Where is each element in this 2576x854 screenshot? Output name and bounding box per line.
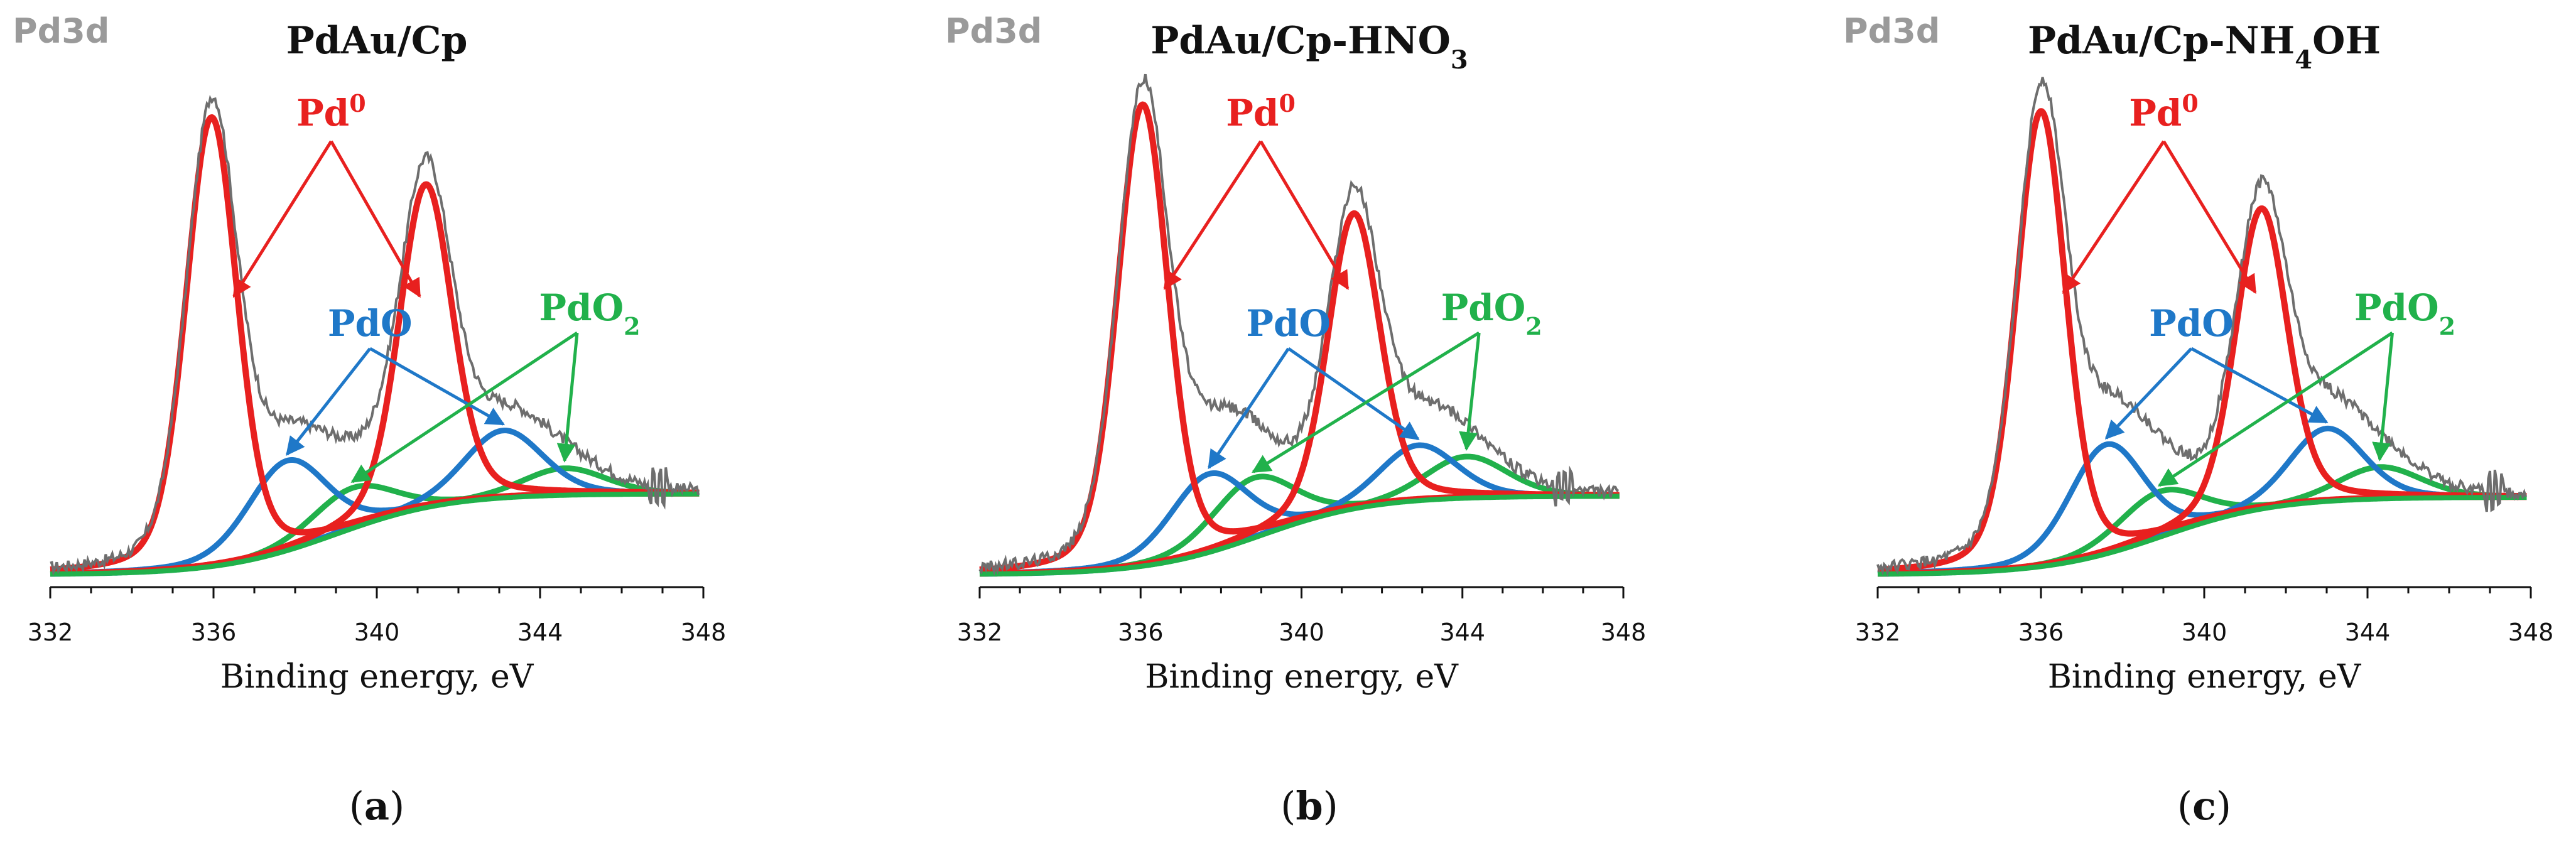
pdo2-arrow (1252, 331, 1480, 473)
pdo-component-line (978, 442, 1621, 577)
x-axis-title: Binding energy, eV (220, 658, 534, 696)
chart-panel: 332 336 340 344 348 Binding energy, eV Pd3d PdA… (1843, 11, 2553, 829)
pdo2-annotation: PdO2 (1441, 286, 1542, 340)
panel-letter-label: (c) (2177, 783, 2231, 829)
chart-panel: 332 336 340 344 348 Binding energy, eV Pd3d PdA… (13, 11, 726, 829)
x-tick-label: 336 (191, 619, 237, 646)
pdo-arrow (1208, 347, 1290, 470)
pd0-arrow (2062, 140, 2165, 294)
pdo-arrow (1287, 347, 1420, 441)
pdo-arrow (286, 347, 372, 457)
pdo-arrow (2190, 347, 2329, 424)
pdo2-arrow (2157, 331, 2393, 487)
pdo-arrow (369, 347, 506, 426)
pdo2-annotation: PdO2 (539, 286, 640, 340)
pdo-annotation: PdO (328, 302, 413, 345)
pdo2-arrow (350, 331, 578, 484)
x-tick-label: 336 (2018, 619, 2064, 646)
background-line (48, 491, 701, 577)
panel-letter-label: (a) (349, 783, 405, 829)
panel-title: PdAu/Cp (286, 19, 468, 63)
pdo2-arrow (1459, 332, 1481, 451)
x-tick-label: 348 (2508, 619, 2554, 646)
x-tick-label: 332 (957, 619, 1003, 646)
x-tick-label: 348 (1601, 619, 1647, 646)
pdo2-arrow (2372, 332, 2394, 462)
element-label: Pd3d (13, 11, 109, 51)
element-label: Pd3d (945, 11, 1042, 51)
pd0-annotation: Pd0 (1226, 89, 1296, 135)
pd0-arrow (1259, 140, 1350, 290)
x-tick-label: 332 (28, 619, 73, 646)
x-tick-label: 332 (1855, 619, 1901, 646)
panel-title: PdAu/Cp-NH4OH (2028, 19, 2381, 75)
pd0-arrow (1163, 140, 1262, 290)
experimental-spectrum-line (50, 94, 700, 576)
pd0-arrow (2162, 140, 2257, 295)
x-tick-label: 340 (1279, 619, 1324, 646)
x-tick-label: 344 (2345, 619, 2391, 646)
background-line (978, 494, 1621, 577)
panel-letter-label: (b) (1280, 783, 1338, 829)
pdo2-annotation: PdO2 (2354, 286, 2455, 340)
x-tick-label: 340 (2182, 619, 2227, 646)
x-tick-label: 348 (681, 619, 727, 646)
background-line (1876, 495, 2528, 577)
x-axis-title: Binding energy, eV (1145, 658, 1459, 696)
element-label: Pd3d (1843, 11, 1940, 51)
pdo-arrow (2104, 347, 2193, 440)
pdo-annotation: PdO (2149, 302, 2234, 345)
pd0-arrow (330, 140, 421, 298)
experimental-spectrum-line (978, 73, 1619, 576)
chart-panel: 332 336 340 344 348 Binding energy, eV Pd3d PdA… (945, 11, 1646, 829)
x-tick-label: 340 (354, 619, 400, 646)
experimental-spectrum-line (1876, 77, 2528, 577)
x-axis-title: Binding energy, eV (2048, 658, 2362, 696)
pdo2-arrow (556, 332, 579, 463)
pd0-arrow (232, 140, 333, 298)
panel-title: PdAu/Cp-HNO3 (1150, 19, 1468, 75)
pd0-annotation: Pd0 (296, 89, 366, 135)
pdo-annotation: PdO (1246, 302, 1331, 345)
x-tick-label: 336 (1118, 619, 1164, 646)
pd0-annotation: Pd0 (2129, 89, 2199, 135)
pdo-component-line (1876, 441, 2528, 576)
x-tick-label: 344 (517, 619, 563, 646)
x-tick-label: 344 (1439, 619, 1485, 646)
